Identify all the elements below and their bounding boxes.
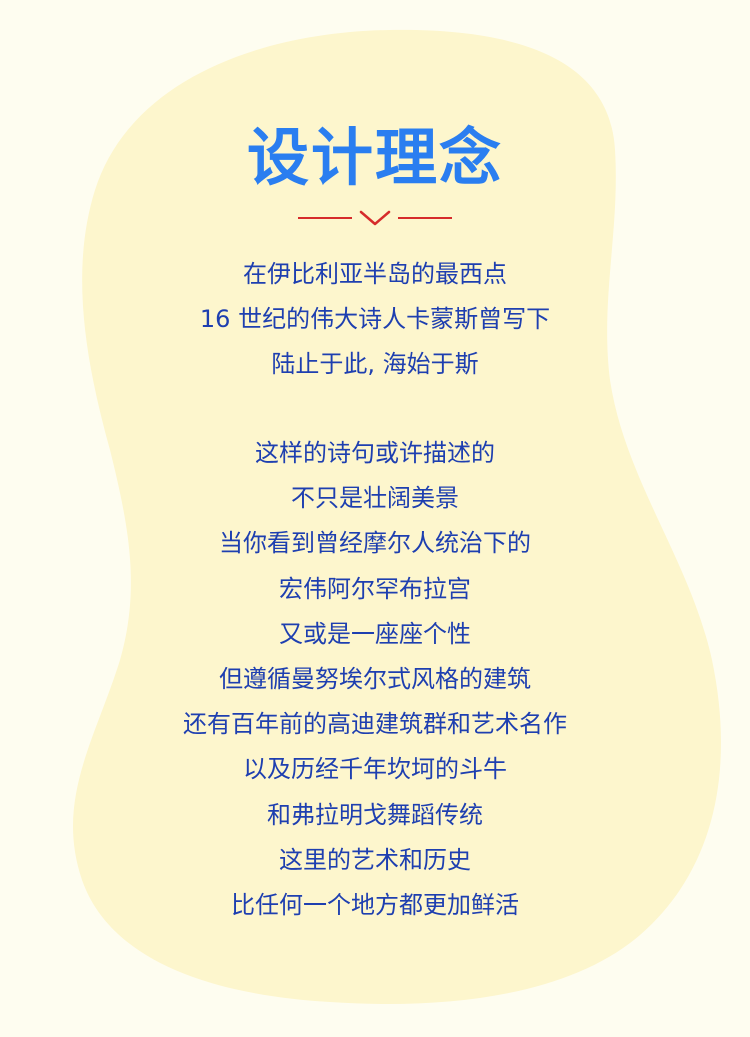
text-line: 当你看到曾经摩尔人统治下的 — [219, 529, 531, 558]
text-line: 和弗拉明戈舞蹈传统 — [267, 800, 483, 829]
text-line: 陆止于此, 海始于斯 — [271, 350, 479, 379]
text-line: 比任何一个地方都更加鲜活 — [231, 890, 519, 919]
chevron-down-icon — [359, 210, 391, 226]
text-line: 又或是一座座个性 — [279, 619, 471, 648]
text-line: 还有百年前的高迪建筑群和艺术名作 — [183, 710, 567, 739]
text-line: 但遵循曼努埃尔式风格的建筑 — [219, 664, 531, 693]
page-title: 设计理念 — [246, 121, 503, 194]
intro-paragraph: 在伊比利亚半岛的最西点 16 世纪的伟大诗人卡蒙斯曾写下 陆止于此, 海始于斯 — [0, 252, 750, 388]
text-line: 这样的诗句或许描述的 — [255, 439, 495, 467]
text-line: 在伊比利亚半岛的最西点 — [243, 260, 507, 288]
text-line: 16 世纪的伟大诗人卡蒙斯曾写下 — [199, 305, 551, 334]
text-line: 以及历经千年坎坷的斗牛 — [243, 755, 507, 784]
text-line: 这里的艺术和历史 — [279, 845, 471, 874]
text-line: 不只是壮阔美景 — [291, 484, 459, 513]
text-line: 宏伟阿尔罕布拉宫 — [279, 574, 471, 603]
title-divider — [298, 210, 452, 226]
body-paragraph: 这样的诗句或许描述的 不只是壮阔美景 当你看到曾经摩尔人统治下的 宏伟阿尔罕布拉… — [0, 431, 750, 928]
